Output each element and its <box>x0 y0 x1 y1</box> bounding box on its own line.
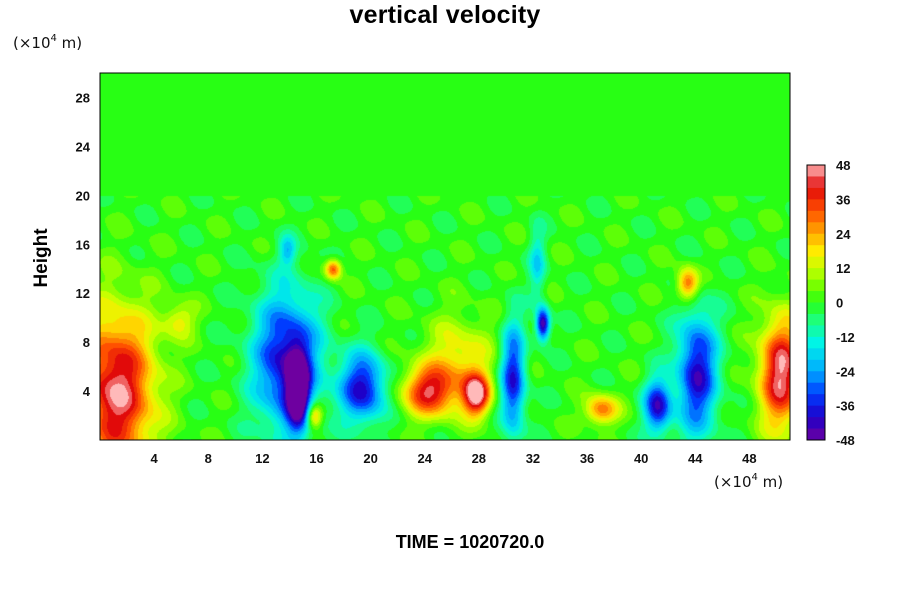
y-tick-label: 20 <box>76 188 90 203</box>
x-tick-label: 36 <box>580 451 594 466</box>
colorbar-bin <box>807 268 825 280</box>
x-unit-suffix: m) <box>757 473 784 491</box>
y-tick-label: 16 <box>76 237 90 252</box>
chart-title: vertical velocity <box>349 1 541 29</box>
x-tick-label: 24 <box>417 451 432 466</box>
colorbar-tick-label: -36 <box>836 399 855 414</box>
colorbar-frame <box>806 164 826 441</box>
y-tick-label: 12 <box>76 286 90 301</box>
colorbar-bin <box>807 417 825 429</box>
colorbar-bin <box>807 302 825 315</box>
x-tick-label: 20 <box>363 451 377 466</box>
colorbar-bin <box>807 279 825 292</box>
heatmap-field <box>100 73 790 440</box>
colorbar-bin <box>807 222 825 235</box>
plot-frame <box>99 72 791 441</box>
x-tick-label: 48 <box>742 451 756 466</box>
y-unit-exponent: 4 <box>50 33 57 44</box>
colorbar-bin <box>807 256 825 269</box>
time-label: TIME = 1020720.0 <box>395 532 545 552</box>
colorbar-tick-label: -48 <box>836 433 855 448</box>
colorbar-bin <box>807 336 825 349</box>
x-tick-label: 16 <box>309 451 323 466</box>
colorbar-bin <box>807 359 825 372</box>
colorbar-tick-label: -12 <box>836 330 855 345</box>
colorbar-bin <box>807 199 825 212</box>
x-axis-unit: (×104 m) <box>714 472 784 491</box>
colorbar-bin <box>807 233 825 246</box>
colorbar-tick-label: 0 <box>836 296 843 311</box>
colorbar-bin <box>807 187 825 200</box>
colorbar-tick-label: 12 <box>836 261 850 276</box>
colorbar-tick-label: 48 <box>836 158 850 173</box>
y-tick-label: 8 <box>83 335 90 350</box>
x-unit-exponent: 4 <box>751 472 758 483</box>
colorbar-tick-label: -24 <box>836 364 856 379</box>
colorbar-bin <box>807 176 825 189</box>
x-tick-label: 12 <box>255 451 269 466</box>
y-tick-label: 4 <box>83 384 91 399</box>
y-unit-prefix: (×10 <box>13 34 51 52</box>
colorbar-tick-label: 24 <box>836 227 851 242</box>
colorbar-bin <box>807 382 825 395</box>
y-axis-unit: (×104 m) <box>13 33 83 52</box>
colorbar-bin <box>807 405 825 418</box>
colorbar-tick-label: 36 <box>836 192 850 207</box>
x-tick-label: 32 <box>526 451 540 466</box>
x-tick-label: 40 <box>634 451 648 466</box>
x-tick-label: 28 <box>472 451 486 466</box>
y-unit-suffix: m) <box>56 34 83 52</box>
colorbar-bin <box>807 348 825 361</box>
x-tick-label: 4 <box>151 451 159 466</box>
colorbar-bin <box>807 394 825 407</box>
y-tick-label: 28 <box>76 90 90 105</box>
y-tick-label: 24 <box>76 139 91 154</box>
x-tick-label: 8 <box>205 451 212 466</box>
colorbar-bin <box>807 371 825 384</box>
x-tick-label: 44 <box>688 451 703 466</box>
colorbar-bin <box>807 210 825 223</box>
x-unit-prefix: (×10 <box>714 473 752 491</box>
colorbar-bin <box>807 428 825 441</box>
colorbar-bin <box>807 165 825 177</box>
colorbar-bin <box>807 245 825 258</box>
colorbar-bin <box>807 325 825 338</box>
colorbar-bin <box>807 313 825 326</box>
colorbar-bin <box>807 291 825 303</box>
